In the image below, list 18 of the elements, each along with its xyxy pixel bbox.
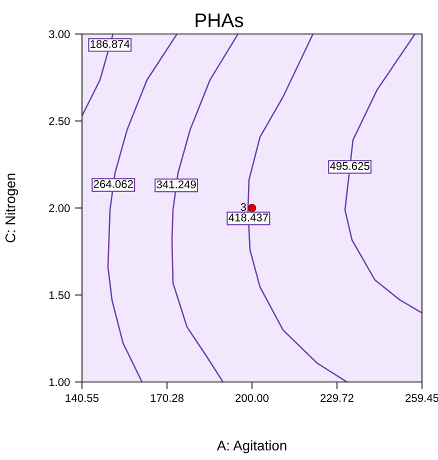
y-tick-label: 1.50 [49,291,70,300]
x-tick-label: 229.72 [320,394,354,402]
y-tick-label: 2.50 [49,117,70,126]
x-axis-title: A: Agitation [216,440,286,454]
x-tick-label: 140.55 [66,394,99,402]
x-tick-label: 170.28 [150,394,184,402]
annotation: 264.062 [94,180,133,188]
y-tick-label: 1.00 [49,378,70,386]
x-tick-label: 200.00 [236,394,269,402]
chart-title: PHAs [196,14,244,28]
y-tick-label: 3.00 [48,30,70,38]
y-axis-title: C: Nitrogen [5,174,18,242]
annotation: 186.874 [90,40,130,48]
annotation: 341.249 [156,180,196,188]
y-tick-label: 2.00 [49,204,70,212]
annotation: 3 [240,203,246,211]
annotation: 418.437 [228,214,268,222]
annotation: 495.625 [330,162,370,170]
